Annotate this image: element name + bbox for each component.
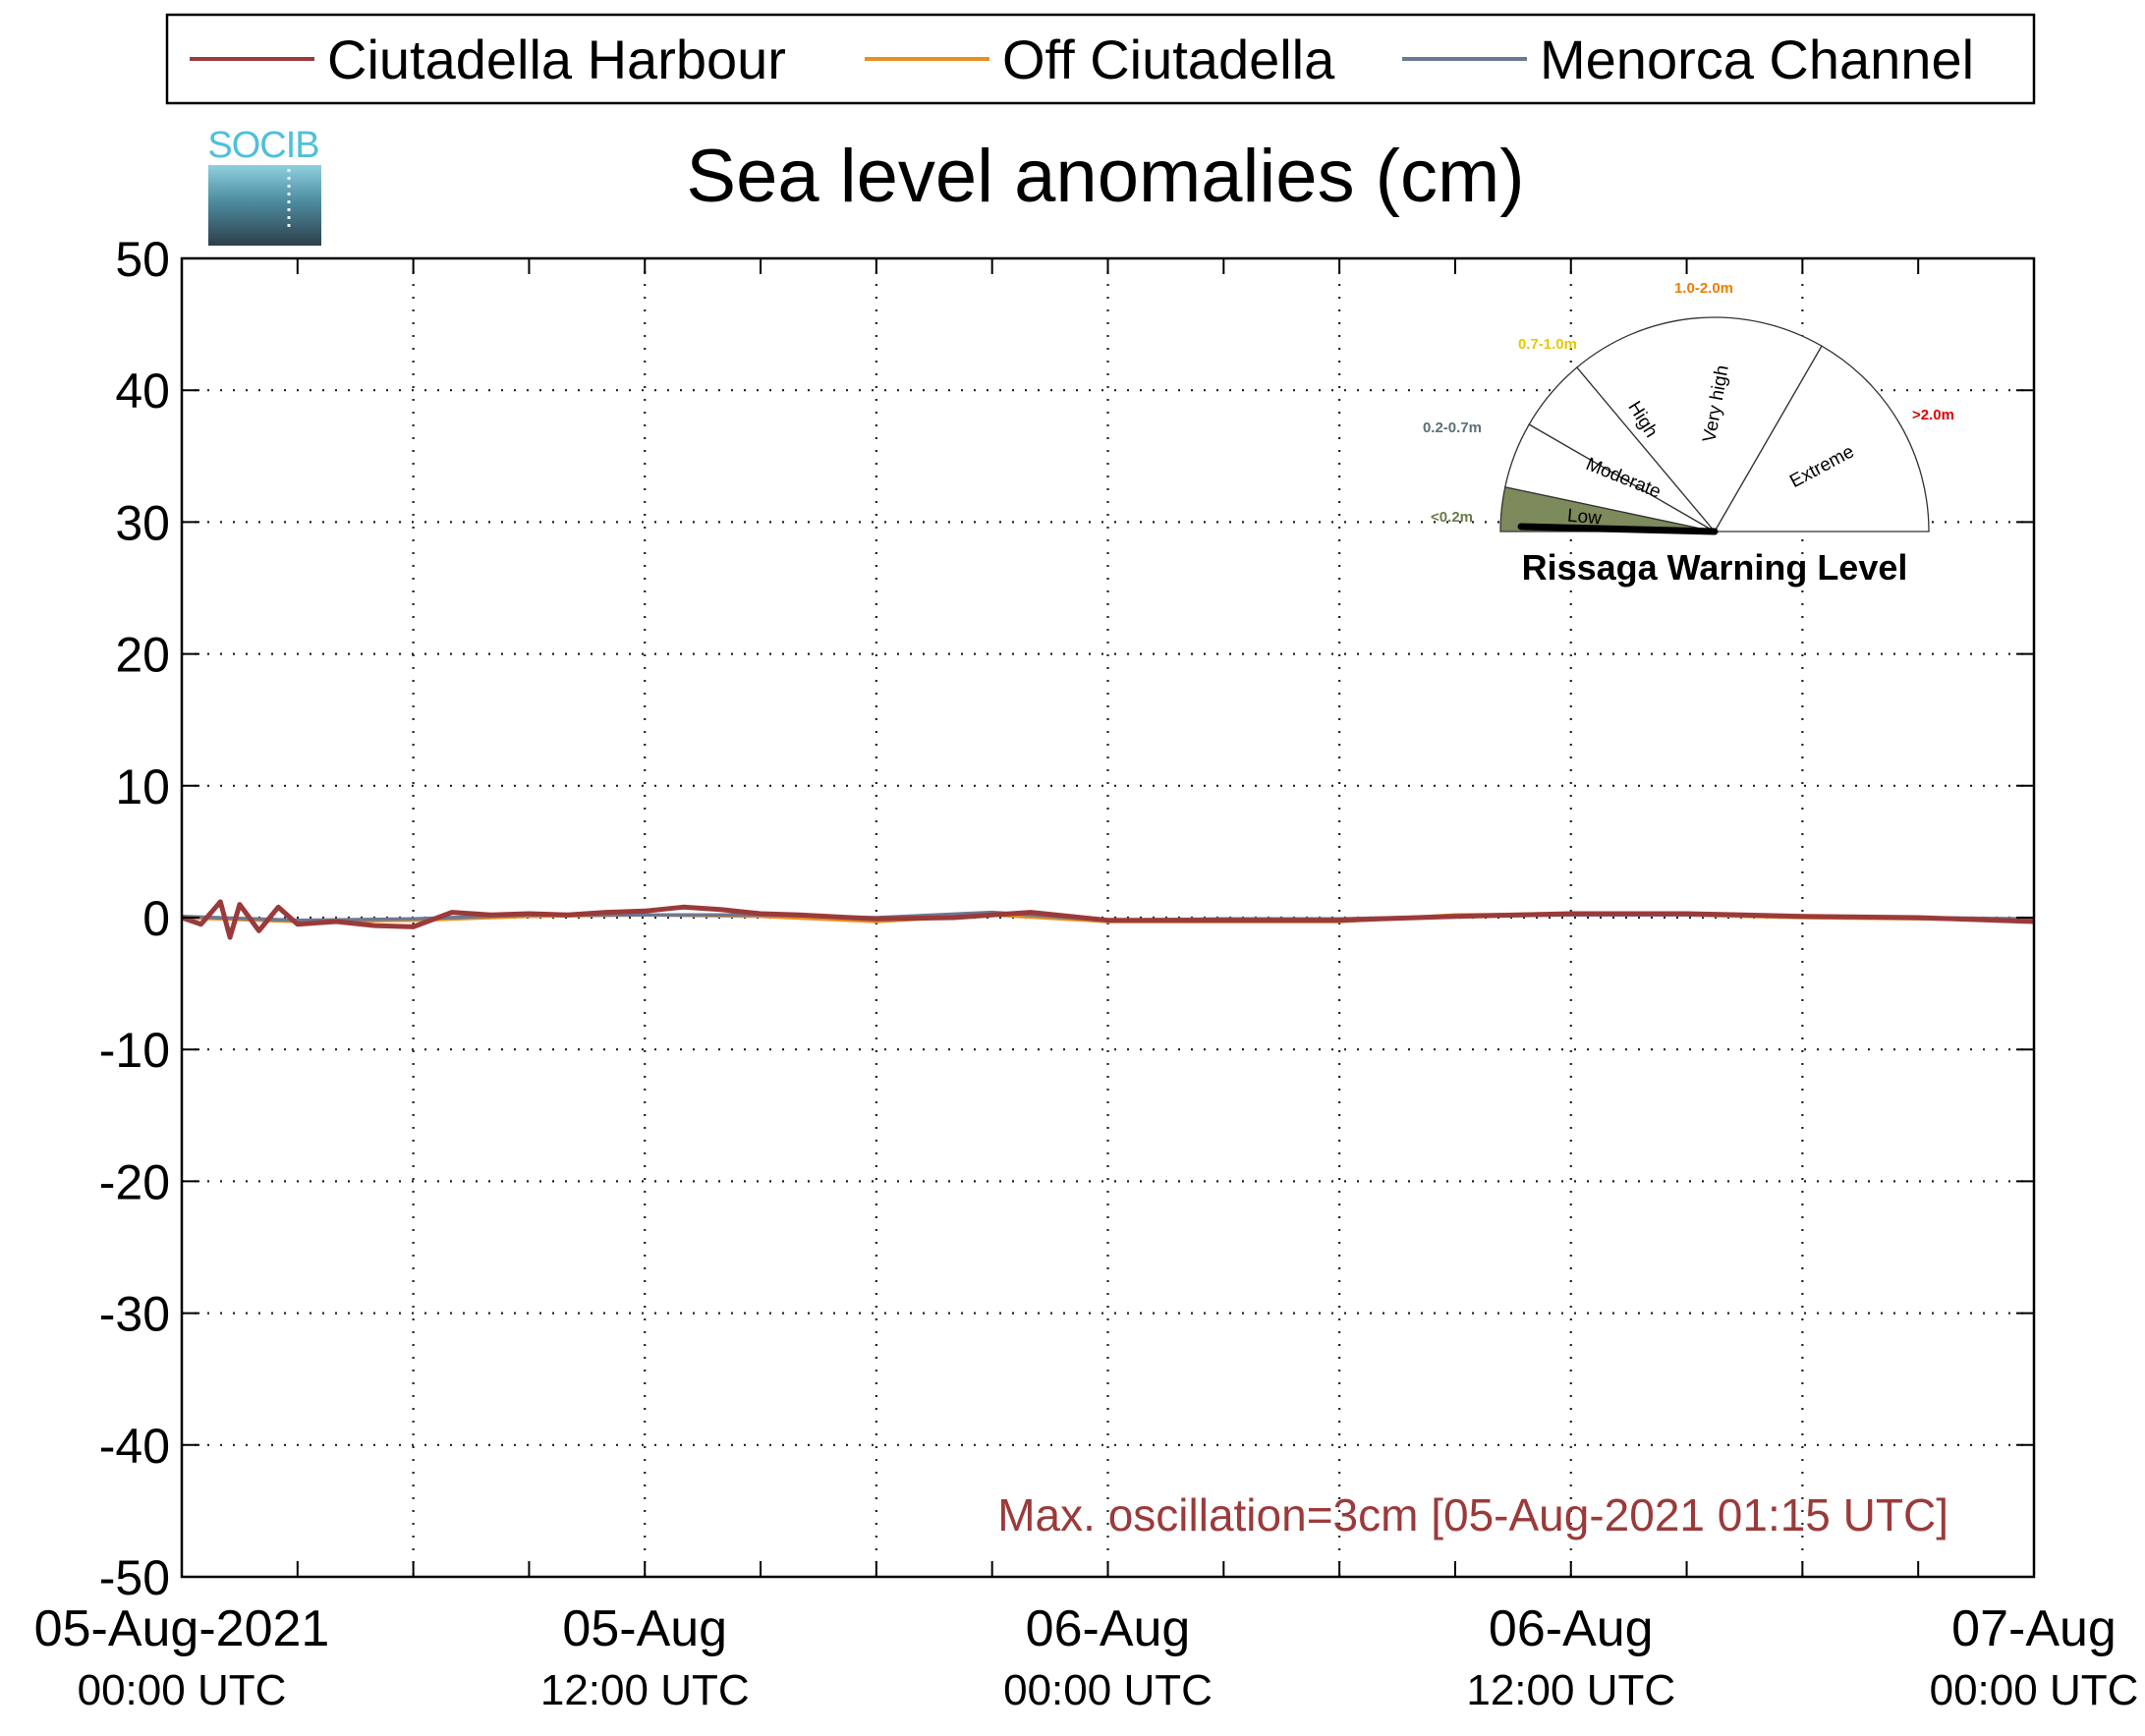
- x-tick-label-date: 06-Aug: [1489, 1600, 1654, 1657]
- gauge-sectors: [1499, 316, 1930, 533]
- socib-logo: SOCIB: [207, 125, 321, 246]
- legend-label-ciutadella-harbour: Ciutadella Harbour: [327, 28, 786, 90]
- chart-title: Sea level anomalies (cm): [686, 135, 1524, 218]
- legend: Ciutadella Harbour Off Ciutadella Menorc…: [165, 13, 2036, 105]
- x-tick-label-time: 00:00 UTC: [78, 1666, 287, 1714]
- gauge-range-label: 1.0-2.0m: [1674, 280, 1733, 297]
- y-tick-label: 20: [115, 628, 170, 683]
- x-tick-label-date: 05-Aug: [562, 1600, 727, 1657]
- y-tick-label: 10: [115, 759, 170, 814]
- y-axis-tick-labels: 50 40 30 20 10 0 -10 -20 -30 -40 -50: [99, 232, 170, 1605]
- max-oscillation-annotation: Max. oscillation=3cm [05-Aug-2021 01:15 …: [997, 1489, 1948, 1540]
- x-tick-label-date: 05-Aug-2021: [34, 1600, 330, 1657]
- gauge-needle: [1517, 523, 1719, 535]
- grid-lines: [182, 258, 2034, 1577]
- y-tick-label: -50: [99, 1550, 170, 1605]
- plot-area: [180, 256, 2036, 1579]
- y-tick-label: -20: [99, 1154, 170, 1209]
- x-tick-label-date: 07-Aug: [1951, 1600, 2117, 1657]
- gauge-title: Rissaga Warning Level: [1522, 547, 1908, 588]
- y-tick-label: -10: [99, 1023, 170, 1078]
- y-tick-label: -30: [99, 1287, 170, 1342]
- y-tick-label: -40: [99, 1419, 170, 1474]
- gauge-range-label: >2.0m: [1912, 407, 1954, 423]
- x-tick-label-date: 06-Aug: [1026, 1600, 1191, 1657]
- x-tick-label-time: 12:00 UTC: [540, 1666, 750, 1714]
- legend-label-off-ciutadella: Off Ciutadella: [1002, 28, 1335, 90]
- gauge-sector-label: Low: [1566, 506, 1603, 530]
- y-tick-label: 30: [115, 495, 170, 550]
- data-series: [181, 899, 2035, 940]
- x-tick-label-time: 00:00 UTC: [1930, 1666, 2139, 1714]
- y-tick-label: 50: [115, 232, 170, 287]
- y-tick-label: 40: [115, 364, 170, 419]
- legend-frame: [165, 13, 2036, 105]
- y-tick-label: 0: [142, 891, 170, 946]
- gauge-range-label: 0.7-1.0m: [1518, 336, 1577, 353]
- gauge-range-label: <0.2m: [1431, 509, 1473, 526]
- series-line-ciutadella-harbour: [181, 899, 2035, 940]
- x-tick-label-time: 00:00 UTC: [1003, 1666, 1213, 1714]
- x-axis-tick-labels: 05-Aug-2021 00:00 UTC 05-Aug 12:00 UTC 06-Au…: [34, 1600, 2139, 1714]
- gauge-sector-very-high: [1575, 316, 1823, 533]
- axis-ticks: [182, 257, 2034, 1578]
- socib-logo-text: SOCIB: [207, 125, 318, 166]
- x-tick-label-time: 12:00 UTC: [1466, 1666, 1675, 1714]
- gauge-range-label: 0.2-0.7m: [1423, 420, 1482, 436]
- socib-logo-block: [208, 165, 321, 246]
- legend-label-menorca-channel: Menorca Channel: [1540, 28, 1974, 90]
- gauge-sector-extreme: [1713, 345, 1930, 532]
